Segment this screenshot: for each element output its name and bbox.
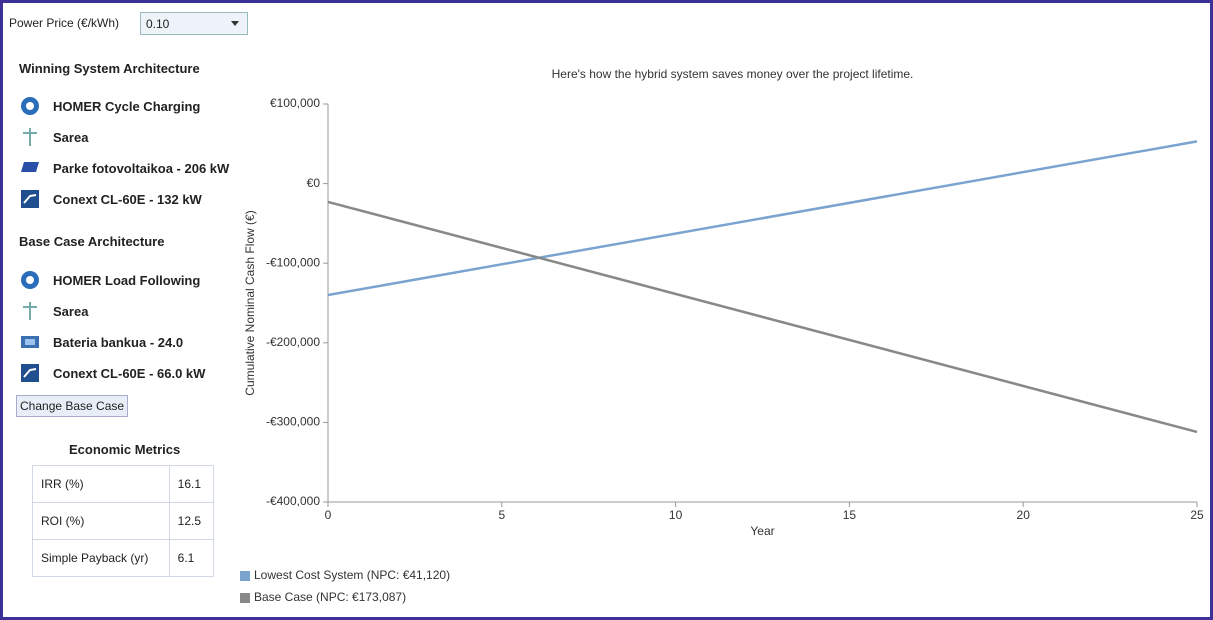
y-axis-label: Cumulative Nominal Cash Flow (€) [243, 210, 257, 395]
component-icon [21, 364, 39, 382]
y-tick-label: €0 [307, 176, 321, 190]
component-icon [21, 336, 39, 348]
legend-swatch [240, 593, 250, 603]
chart-title: Here's how the hybrid system saves money… [552, 67, 914, 81]
y-tick-label: -€300,000 [266, 415, 320, 429]
chart: Here's how the hybrid system saves money… [240, 67, 1204, 604]
power-price-label: Power Price (€/kWh) [9, 16, 120, 30]
component-name: HOMER Cycle Charging [53, 99, 201, 114]
component-icon [23, 302, 37, 320]
metric-value: 6.1 [168, 539, 215, 577]
metric-label: ROI (%) [32, 502, 170, 540]
metrics-title: Economic Metrics [69, 442, 181, 457]
component-name: Parke fotovoltaikoa - 206 kW [53, 161, 230, 176]
metric-label: IRR (%) [32, 465, 170, 503]
component-icon [23, 128, 37, 146]
metrics-table: IRR (%) 16.1 ROI (%) 12.5 Simple Payback (yr… [32, 465, 215, 577]
component-name: Conext CL-60E - 66.0 kW [53, 366, 206, 381]
metric-value: 16.1 [168, 465, 215, 503]
section-title: Winning System Architecture [19, 61, 200, 76]
component-name: Sarea [53, 304, 89, 319]
component-icon [21, 271, 39, 289]
component-name: HOMER Load Following [53, 273, 201, 288]
legend-swatch [240, 571, 250, 581]
power-price-dropdown[interactable]: 0.10 [140, 12, 248, 35]
metric-row: IRR (%) 16.1 [32, 465, 215, 503]
legend-label: Lowest Cost System (NPC: €41,120) [254, 568, 450, 582]
x-tick-label: 5 [498, 508, 505, 522]
component-icon [21, 162, 39, 172]
y-tick-label: -€400,000 [266, 494, 320, 508]
series-line [327, 200, 1198, 434]
x-tick-label: 0 [325, 508, 332, 522]
x-tick-label: 20 [1017, 508, 1031, 522]
section-title: Base Case Architecture [19, 234, 165, 249]
metric-row: Simple Payback (yr) 6.1 [32, 539, 215, 577]
power-price-value: 0.10 [146, 17, 170, 31]
metric-label: Simple Payback (yr) [32, 539, 170, 577]
series-line [327, 140, 1198, 297]
component-name: Sarea [53, 130, 89, 145]
x-tick-label: 10 [669, 508, 683, 522]
y-tick-label: -€200,000 [266, 335, 320, 349]
y-tick-label: -€100,000 [266, 255, 320, 269]
y-tick-label: €100,000 [270, 96, 320, 110]
x-tick-label: 25 [1190, 508, 1204, 522]
change-base-button[interactable]: Change Base Case [16, 395, 129, 417]
x-axis-label: Year [750, 524, 774, 538]
component-name: Bateria bankua - 24.0 [53, 335, 184, 350]
x-tick-label: 15 [843, 508, 857, 522]
component-name: Conext CL-60E - 132 kW [53, 192, 202, 207]
metric-value: 12.5 [168, 502, 215, 540]
metric-row: ROI (%) 12.5 [32, 502, 215, 540]
component-icon [21, 97, 39, 115]
dropdown-arrow [231, 21, 239, 26]
legend-label: Base Case (NPC: €173,087) [254, 590, 406, 604]
component-icon [21, 190, 39, 208]
